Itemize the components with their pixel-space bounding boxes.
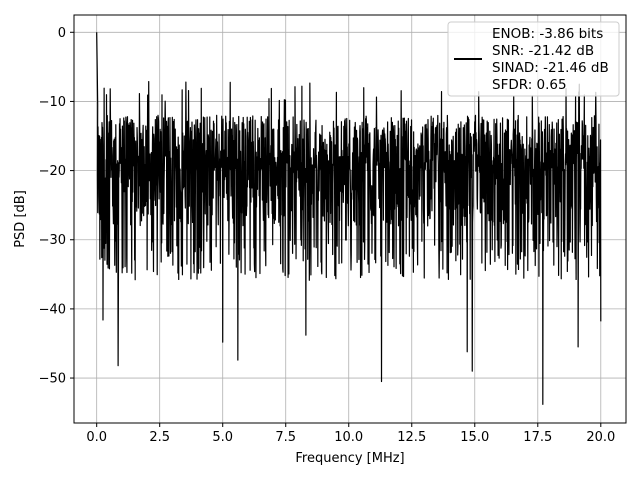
y-tick-label: −20	[39, 164, 66, 179]
x-tick-label: 2.5	[149, 430, 170, 445]
x-tick-label: 10.0	[334, 430, 363, 445]
x-tick-label: 7.5	[275, 430, 296, 445]
legend-line-enob: ENOB: -3.86 bits	[492, 26, 603, 42]
plot-frame	[73, 14, 627, 424]
y-tick-label: −30	[39, 233, 66, 248]
psd-series-line	[96, 32, 602, 405]
y-axis-ticks: 0 −10 −20 −30 −40 −50	[39, 26, 74, 387]
x-tick-label: 15.0	[460, 430, 489, 445]
series-layer	[96, 32, 602, 405]
legend-line-sfdr: SFDR: 0.65	[492, 77, 567, 93]
x-tick-label: 20.0	[586, 430, 615, 445]
x-tick-label: 0.0	[86, 430, 107, 445]
y-tick-label: −50	[39, 372, 66, 387]
legend-line-sinad: SINAD: -21.46 dB	[492, 60, 609, 76]
y-axis-label: PSD [dB]	[13, 190, 28, 248]
y-tick-label: −40	[39, 302, 66, 317]
x-tick-label: 5.0	[212, 430, 233, 445]
legend-box	[447, 21, 620, 97]
y-tick-label: −10	[39, 95, 66, 110]
x-tick-label: 12.5	[397, 430, 426, 445]
y-tick-label: 0	[58, 26, 66, 41]
legend: ENOB: -3.86 bits SNR: -21.42 dB SINAD: -…	[447, 21, 620, 97]
legend-line-snr: SNR: -21.42 dB	[492, 43, 594, 59]
x-axis-ticks: 0.0 2.5 5.0 7.5 10.0 12.5 15.0 17.5 20.0	[86, 423, 615, 445]
x-tick-label: 17.5	[523, 430, 552, 445]
x-axis-label: Frequency [MHz]	[295, 451, 404, 466]
